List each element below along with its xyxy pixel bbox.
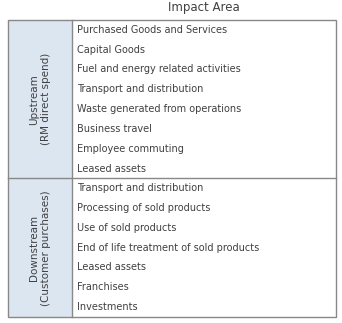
Text: Impact Area: Impact Area bbox=[168, 1, 240, 14]
Text: Franchises: Franchises bbox=[77, 282, 129, 292]
Text: Purchased Goods and Services: Purchased Goods and Services bbox=[77, 25, 227, 35]
Text: Leased assets: Leased assets bbox=[77, 263, 146, 273]
Text: Leased assets: Leased assets bbox=[77, 163, 146, 173]
Text: End of life treatment of sold products: End of life treatment of sold products bbox=[77, 243, 259, 253]
Text: Business travel: Business travel bbox=[77, 124, 152, 134]
Text: Capital Goods: Capital Goods bbox=[77, 45, 145, 55]
Bar bbox=[8, 20, 72, 178]
Text: Downstream
(Customer purchases): Downstream (Customer purchases) bbox=[29, 190, 51, 306]
Bar bbox=[8, 178, 72, 317]
Text: Fuel and energy related activities: Fuel and energy related activities bbox=[77, 65, 241, 75]
Text: Transport and distribution: Transport and distribution bbox=[77, 183, 203, 193]
Text: Investments: Investments bbox=[77, 302, 137, 312]
Text: Waste generated from operations: Waste generated from operations bbox=[77, 104, 241, 114]
Text: Upstream
(RM direct spend): Upstream (RM direct spend) bbox=[29, 53, 51, 145]
Text: Use of sold products: Use of sold products bbox=[77, 223, 176, 233]
Text: Transport and distribution: Transport and distribution bbox=[77, 84, 203, 94]
Text: Processing of sold products: Processing of sold products bbox=[77, 203, 210, 213]
Text: Employee commuting: Employee commuting bbox=[77, 144, 184, 154]
